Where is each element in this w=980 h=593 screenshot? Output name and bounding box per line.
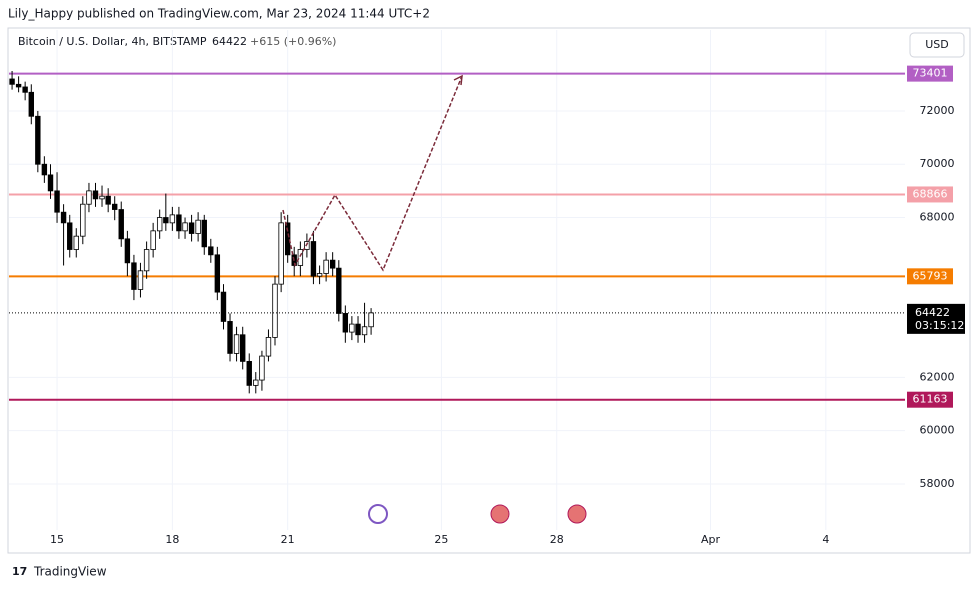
chart-frame — [7, 27, 971, 554]
price-tag-label: 64422 — [915, 306, 950, 319]
y-tick-label: 62000 — [920, 370, 955, 383]
candle-body — [310, 241, 317, 277]
candle-body — [41, 163, 48, 176]
candle-body — [105, 195, 111, 205]
level-tag-label: 65793 — [913, 269, 948, 282]
candle-body — [137, 270, 144, 290]
candle-body — [169, 214, 176, 224]
candle-body — [47, 174, 54, 192]
candle-body — [163, 217, 169, 224]
candle-body — [188, 222, 195, 234]
candle-body — [265, 337, 272, 357]
change: +615 (+0.96%) — [250, 35, 336, 48]
candle-body — [15, 83, 22, 88]
candle-body — [323, 259, 329, 274]
candle-body — [208, 246, 214, 256]
y-tick-label: 58000 — [920, 477, 955, 490]
candle-body — [368, 312, 374, 328]
currency-label[interactable]: USD — [925, 38, 949, 51]
candle-body — [246, 361, 252, 386]
candle-body — [112, 203, 118, 210]
symbol: Bitcoin / U.S. Dollar, 4h, BITSTAMP — [18, 35, 207, 48]
candle-body — [240, 334, 246, 362]
candle-body — [316, 273, 323, 277]
x-tick-label: 18 — [165, 533, 179, 546]
plot: 58000 60000 62000 68000 70000 72000 15 18 21 25 28… — [9, 30, 965, 546]
y-tick-label: 60000 — [920, 424, 955, 437]
footer: TradingView — [33, 565, 107, 579]
logo-mark: 17 — [12, 565, 27, 578]
candle-body — [150, 230, 156, 250]
event-icon[interactable] — [490, 504, 510, 524]
candle-body — [361, 326, 368, 336]
candle-body — [35, 115, 41, 165]
x-tick-label: 25 — [434, 533, 448, 546]
candle-body — [92, 190, 99, 200]
candle-body — [131, 262, 137, 290]
currency-button[interactable] — [909, 32, 965, 58]
candle-body — [297, 249, 304, 266]
candle-body — [73, 235, 79, 250]
candle-body — [336, 267, 342, 314]
x-tick-label: 15 — [50, 533, 64, 546]
event-icon[interactable] — [567, 504, 587, 524]
candle-body — [143, 249, 150, 272]
candle-body — [118, 209, 124, 240]
x-tick-label: 21 — [281, 533, 295, 546]
candle-body — [349, 323, 355, 333]
candle-body — [214, 254, 221, 293]
y-tick-label: 68000 — [920, 211, 955, 224]
level-tag-label: 68866 — [913, 187, 948, 200]
x-tick-label: Apr — [701, 533, 721, 546]
candle-body — [156, 217, 163, 232]
candle-body — [99, 195, 105, 200]
publisher: Lily_Happy published on TradingView.com,… — [8, 7, 430, 21]
candle-body — [355, 323, 361, 336]
projection-path — [282, 75, 463, 272]
level-tag — [907, 186, 953, 203]
candle-body — [67, 222, 73, 250]
candle-body — [253, 379, 259, 386]
price-tag — [907, 303, 965, 334]
candle-body — [227, 321, 233, 354]
level-tag — [907, 391, 953, 408]
level-tag-label: 73401 — [913, 67, 948, 80]
candle-body — [284, 222, 291, 256]
y-tick-label: 72000 — [920, 104, 955, 117]
candle-body — [124, 238, 131, 264]
last-price: 64422 — [212, 35, 247, 48]
level-tag — [907, 268, 953, 285]
event-icon[interactable] — [368, 504, 388, 524]
candle-body — [176, 214, 182, 232]
candle-body — [201, 219, 207, 248]
candle-body — [22, 86, 28, 93]
candle-body — [329, 259, 336, 269]
countdown: 03:15:12 — [915, 319, 964, 332]
candle-body — [220, 291, 227, 322]
level-tag — [907, 65, 953, 82]
candle-body — [54, 190, 60, 213]
candle-body — [80, 203, 86, 237]
candle-body — [60, 211, 67, 224]
candle-body — [233, 334, 240, 354]
x-tick-label: 4 — [822, 533, 829, 546]
y-tick-label: 70000 — [920, 157, 955, 170]
candle-body — [28, 91, 34, 117]
projection-arrowhead — [453, 74, 463, 86]
candle-body — [278, 222, 284, 285]
x-tick-label: 28 — [550, 533, 564, 546]
candle-body — [86, 190, 92, 205]
level-tag-label: 61163 — [913, 393, 948, 406]
candle-body — [195, 219, 201, 234]
candle-body — [342, 313, 349, 333]
candle-body — [182, 222, 188, 232]
candle-body — [272, 283, 278, 338]
candle-body — [259, 355, 265, 381]
candle-body — [9, 78, 15, 85]
